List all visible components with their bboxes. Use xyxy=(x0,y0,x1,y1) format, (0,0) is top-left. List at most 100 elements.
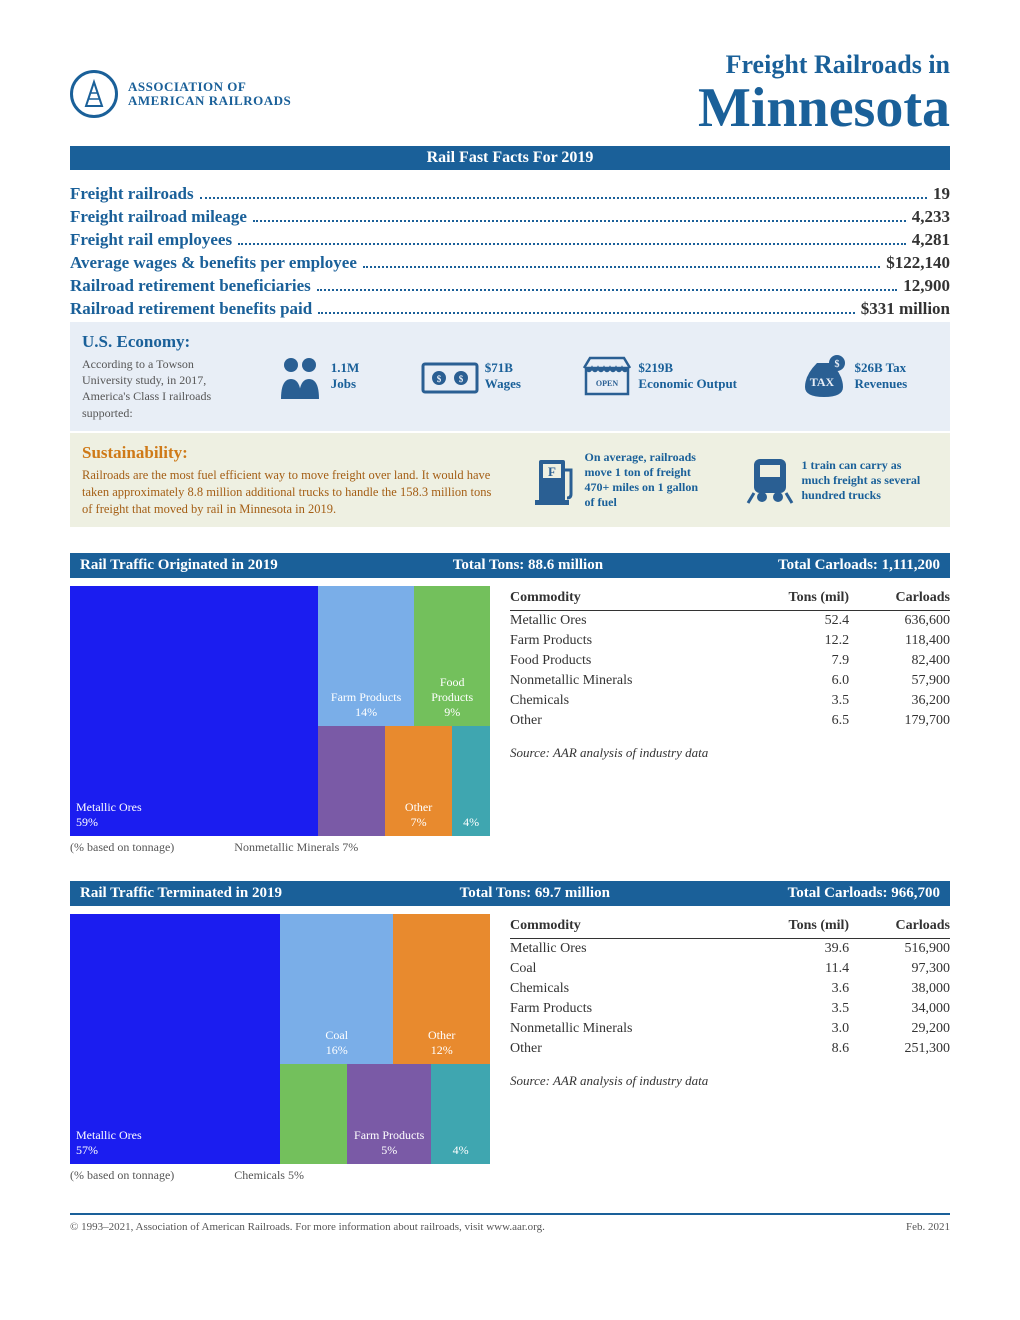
term-bar-left: Rail Traffic Terminated in 2019 xyxy=(80,885,282,902)
fact-value: 12,900 xyxy=(903,276,950,296)
term-table-block: Commodity Tons (mil) Carloads Metallic O… xyxy=(510,914,950,1089)
page-header: ASSOCIATION OF AMERICAN RAILROADS Freigh… xyxy=(70,50,950,136)
treemap-cell: Other7% xyxy=(385,726,452,836)
svg-text:F: F xyxy=(548,464,556,479)
footer-right: Feb. 2021 xyxy=(906,1221,950,1233)
economy-icons-row: 1.1MJobs $$ $71BWages OPEN $219BEconomic… xyxy=(244,353,938,399)
svg-text:$: $ xyxy=(834,359,839,370)
train-icon xyxy=(746,455,794,505)
fuel-efficiency-fact: F On average, railroads move 1 ton of fr… xyxy=(533,450,705,510)
table-row: Metallic Ores39.6516,900 xyxy=(510,939,950,960)
sustainability-box: Sustainability: Railroads are the most f… xyxy=(70,433,950,528)
fact-value: 4,281 xyxy=(912,230,950,250)
th-carloads: Carloads xyxy=(849,586,950,611)
table-row: Food Products7.982,400 xyxy=(510,651,950,671)
table-row: Chemicals3.638,000 xyxy=(510,979,950,999)
table-row: Other6.5179,700 xyxy=(510,711,950,731)
tax-bag-icon: $TAX xyxy=(799,353,849,399)
treemap-cell: 4% xyxy=(452,726,490,836)
fact-dots xyxy=(253,220,906,222)
th-commodity: Commodity xyxy=(510,914,737,939)
fact-dots xyxy=(317,289,897,291)
fact-dots xyxy=(238,243,906,245)
fact-label: Freight railroads xyxy=(70,184,194,204)
fact-label: Freight railroad mileage xyxy=(70,207,247,227)
treemap-cell: 4% xyxy=(431,1064,490,1164)
economy-jobs: 1.1MJobs xyxy=(275,353,360,399)
orig-bar-mid: Total Tons: 88.6 million xyxy=(453,557,603,574)
railroad-logo-icon xyxy=(70,70,118,118)
orig-table: Commodity Tons (mil) Carloads Metallic O… xyxy=(510,586,950,731)
table-row: Chemicals3.536,200 xyxy=(510,691,950,711)
th-tons: Tons (mil) xyxy=(737,586,849,611)
traffic-terminated-bar: Rail Traffic Terminated in 2019 Total To… xyxy=(70,881,950,906)
treemap-cell: Coal16% xyxy=(280,914,393,1064)
treemap-cell: Other12% xyxy=(393,914,490,1064)
table-row: Nonmetallic Minerals6.057,900 xyxy=(510,671,950,691)
sustainability-icons-row: F On average, railroads move 1 ton of fr… xyxy=(516,450,938,510)
treemap-cell: Farm Products14% xyxy=(318,586,415,726)
traffic-originated-bar: Rail Traffic Originated in 2019 Total To… xyxy=(70,553,950,578)
treemap-cell xyxy=(280,1064,347,1164)
footer-left: © 1993–2021, Association of American Rai… xyxy=(70,1221,545,1233)
fact-value: 19 xyxy=(933,184,950,204)
svg-text:OPEN: OPEN xyxy=(596,379,618,388)
train-capacity-fact: 1 train can carry as much freight as sev… xyxy=(746,455,922,505)
fact-value: $331 million xyxy=(861,299,950,319)
economy-wages: $$ $71BWages xyxy=(421,356,521,396)
table-row: Metallic Ores52.4636,600 xyxy=(510,611,950,632)
fact-label: Freight rail employees xyxy=(70,230,232,250)
fact-value: $122,140 xyxy=(886,253,950,273)
money-icon: $$ xyxy=(421,356,479,396)
orig-treemap: Metallic Ores59%Farm Products14%Food Pro… xyxy=(70,586,490,836)
org-name-line1: ASSOCIATION OF xyxy=(128,80,291,94)
org-logo-block: ASSOCIATION OF AMERICAN RAILROADS xyxy=(70,70,291,118)
economy-output: OPEN $219BEconomic Output xyxy=(582,354,737,398)
fact-label: Average wages & benefits per employee xyxy=(70,253,357,273)
term-bar-mid: Total Tons: 69.7 million xyxy=(460,885,610,902)
th-commodity: Commodity xyxy=(510,586,737,611)
svg-text:TAX: TAX xyxy=(809,375,834,389)
fact-value: 4,233 xyxy=(912,207,950,227)
org-name-line2: AMERICAN RAILROADS xyxy=(128,94,291,108)
fact-row: Freight railroads 19 xyxy=(70,184,950,204)
table-row: Nonmetallic Minerals3.029,200 xyxy=(510,1019,950,1039)
term-treemap: Metallic Ores57%Coal16%Other12%Farm Prod… xyxy=(70,914,490,1164)
fact-row: Average wages & benefits per employee $1… xyxy=(70,253,950,273)
economy-text-block: U.S. Economy: According to a Towson Univ… xyxy=(82,332,232,421)
table-row: Other8.6251,300 xyxy=(510,1039,950,1059)
fact-row: Railroad retirement beneficiaries 12,900 xyxy=(70,276,950,296)
fact-label: Railroad retirement benefits paid xyxy=(70,299,312,319)
traffic-terminated-section: Metallic Ores57%Coal16%Other12%Farm Prod… xyxy=(70,914,950,1183)
store-icon: OPEN xyxy=(582,354,632,398)
treemap-cell: Farm Products5% xyxy=(347,1064,431,1164)
us-economy-box: U.S. Economy: According to a Towson Univ… xyxy=(70,322,950,431)
page-title-block: Freight Railroads in Minnesota xyxy=(698,50,950,136)
orig-bar-left: Rail Traffic Originated in 2019 xyxy=(80,557,278,574)
sustainability-heading: Sustainability: xyxy=(82,443,504,463)
treemap-cell: Food Products9% xyxy=(414,586,490,726)
term-treemap-wrap: Metallic Ores57%Coal16%Other12%Farm Prod… xyxy=(70,914,490,1183)
fact-dots xyxy=(200,197,927,199)
fuel-pump-icon: F xyxy=(533,454,577,506)
title-big: Minnesota xyxy=(698,80,950,136)
economy-heading: U.S. Economy: xyxy=(82,332,232,352)
table-row: Farm Products3.534,000 xyxy=(510,999,950,1019)
title-small: Freight Railroads in xyxy=(698,50,950,80)
treemap-cell: Metallic Ores59% xyxy=(70,586,318,836)
svg-text:$: $ xyxy=(437,374,442,384)
facts-section-bar: Rail Fast Facts For 2019 xyxy=(70,146,950,170)
th-carloads: Carloads xyxy=(849,914,950,939)
orig-treemap-wrap: Metallic Ores59%Farm Products14%Food Pro… xyxy=(70,586,490,855)
orig-treemap-caption: (% based on tonnage) Nonmetallic Mineral… xyxy=(70,840,490,855)
sustainability-text: Railroads are the most fuel efficient wa… xyxy=(82,467,504,518)
economy-text: According to a Towson University study, … xyxy=(82,356,232,421)
page-footer: © 1993–2021, Association of American Rai… xyxy=(70,1213,950,1233)
fact-dots xyxy=(363,266,880,268)
fact-label: Railroad retirement beneficiaries xyxy=(70,276,311,296)
term-bar-right: Total Carloads: 966,700 xyxy=(788,885,940,902)
orig-table-block: Commodity Tons (mil) Carloads Metallic O… xyxy=(510,586,950,761)
facts-list: Freight railroads 19 Freight railroad mil… xyxy=(70,184,950,319)
fact-row: Freight rail employees 4,281 xyxy=(70,230,950,250)
traffic-originated-section: Metallic Ores59%Farm Products14%Food Pro… xyxy=(70,586,950,855)
